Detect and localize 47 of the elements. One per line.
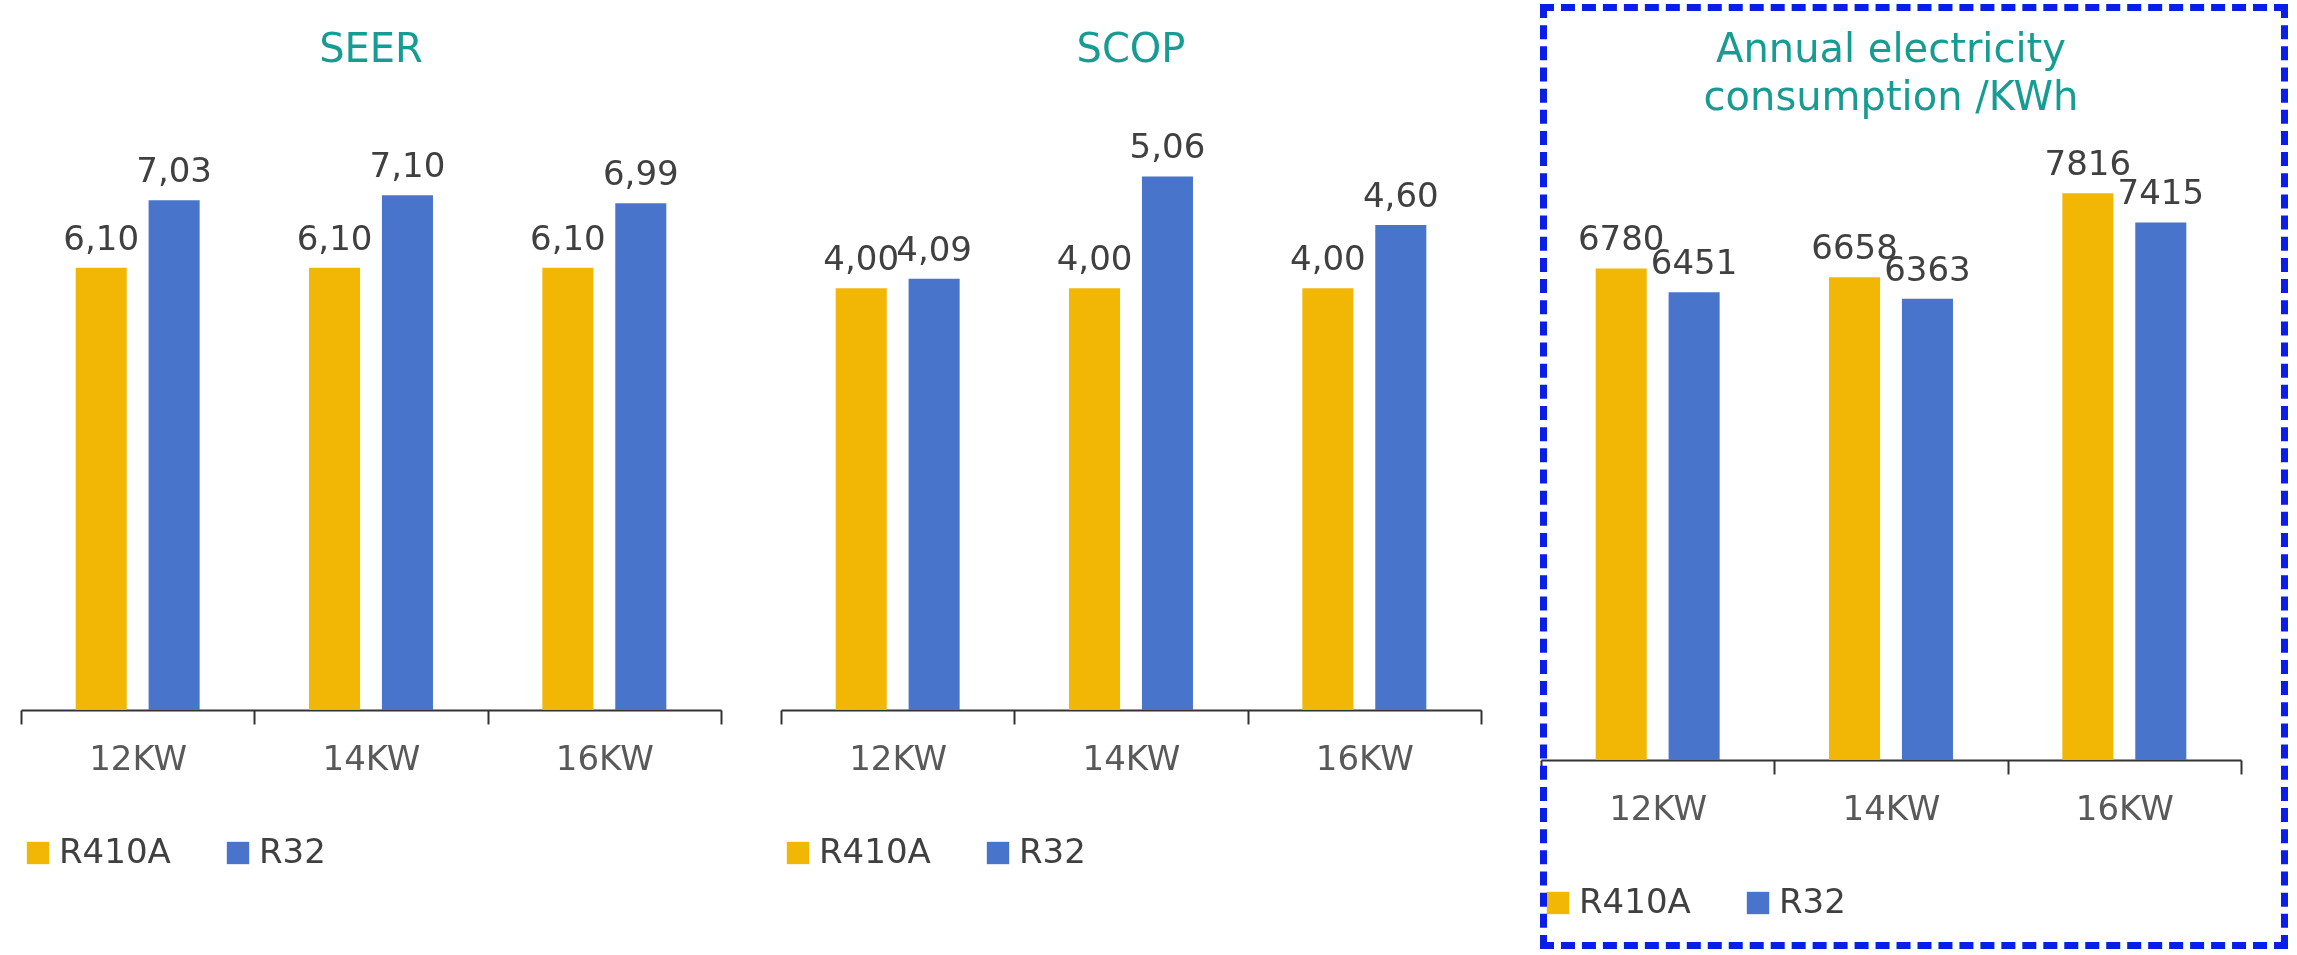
- bar: [1375, 224, 1427, 710]
- x-tick-label: 16KW: [2075, 787, 2174, 828]
- data-label: 4,09: [896, 228, 972, 269]
- legend-label: R410A: [819, 831, 931, 871]
- x-tick-label: 12KW: [849, 737, 948, 778]
- bar: [1668, 292, 1720, 760]
- bar: [542, 267, 594, 710]
- bar: [1141, 176, 1193, 710]
- bar: [1595, 268, 1647, 760]
- bar: [2062, 193, 2114, 760]
- legend-label: R410A: [59, 831, 171, 871]
- bar: [1069, 288, 1121, 710]
- chart-title: Annual electricity consumption /KWh: [1703, 25, 2079, 120]
- bar: [148, 200, 200, 710]
- data-label: 6,10: [296, 217, 373, 258]
- data-label: 5,06: [1129, 126, 1206, 167]
- data-label: 6,99: [602, 153, 679, 194]
- bar: [835, 288, 887, 710]
- bar: [2135, 222, 2187, 760]
- bar: [615, 203, 667, 710]
- legend-label: R32: [259, 831, 326, 871]
- data-label: 4,60: [1362, 174, 1439, 215]
- data-label: 7,03: [136, 150, 212, 191]
- x-tick-label: 16KW: [1315, 737, 1414, 778]
- bar: [908, 278, 960, 710]
- x-tick-label: 12KW: [1609, 787, 1708, 828]
- data-label: 4,00: [1290, 238, 1366, 279]
- x-tick-label: 12KW: [89, 737, 188, 778]
- chart-title: SEER: [319, 25, 423, 71]
- bar: [1302, 288, 1354, 710]
- bar: [309, 267, 361, 710]
- bar: [75, 267, 127, 710]
- x-tick-label: 14KW: [1842, 787, 1941, 828]
- legend-label: R410A: [1579, 881, 1691, 921]
- x-tick-label: 14KW: [322, 737, 421, 778]
- x-tick-label: 16KW: [555, 737, 654, 778]
- data-label: 4,00: [1056, 238, 1133, 279]
- bar: [381, 195, 433, 710]
- bar: [1829, 277, 1881, 760]
- data-label: 6,10: [530, 217, 606, 258]
- legend-label: R32: [1779, 881, 1846, 921]
- bar: [1901, 298, 1953, 760]
- legend-label: R32: [1019, 831, 1086, 871]
- data-label: 6,10: [63, 217, 140, 258]
- chart-title: SCOP: [1076, 25, 1186, 71]
- x-tick-label: 14KW: [1082, 737, 1181, 778]
- data-label: 7,10: [369, 145, 446, 186]
